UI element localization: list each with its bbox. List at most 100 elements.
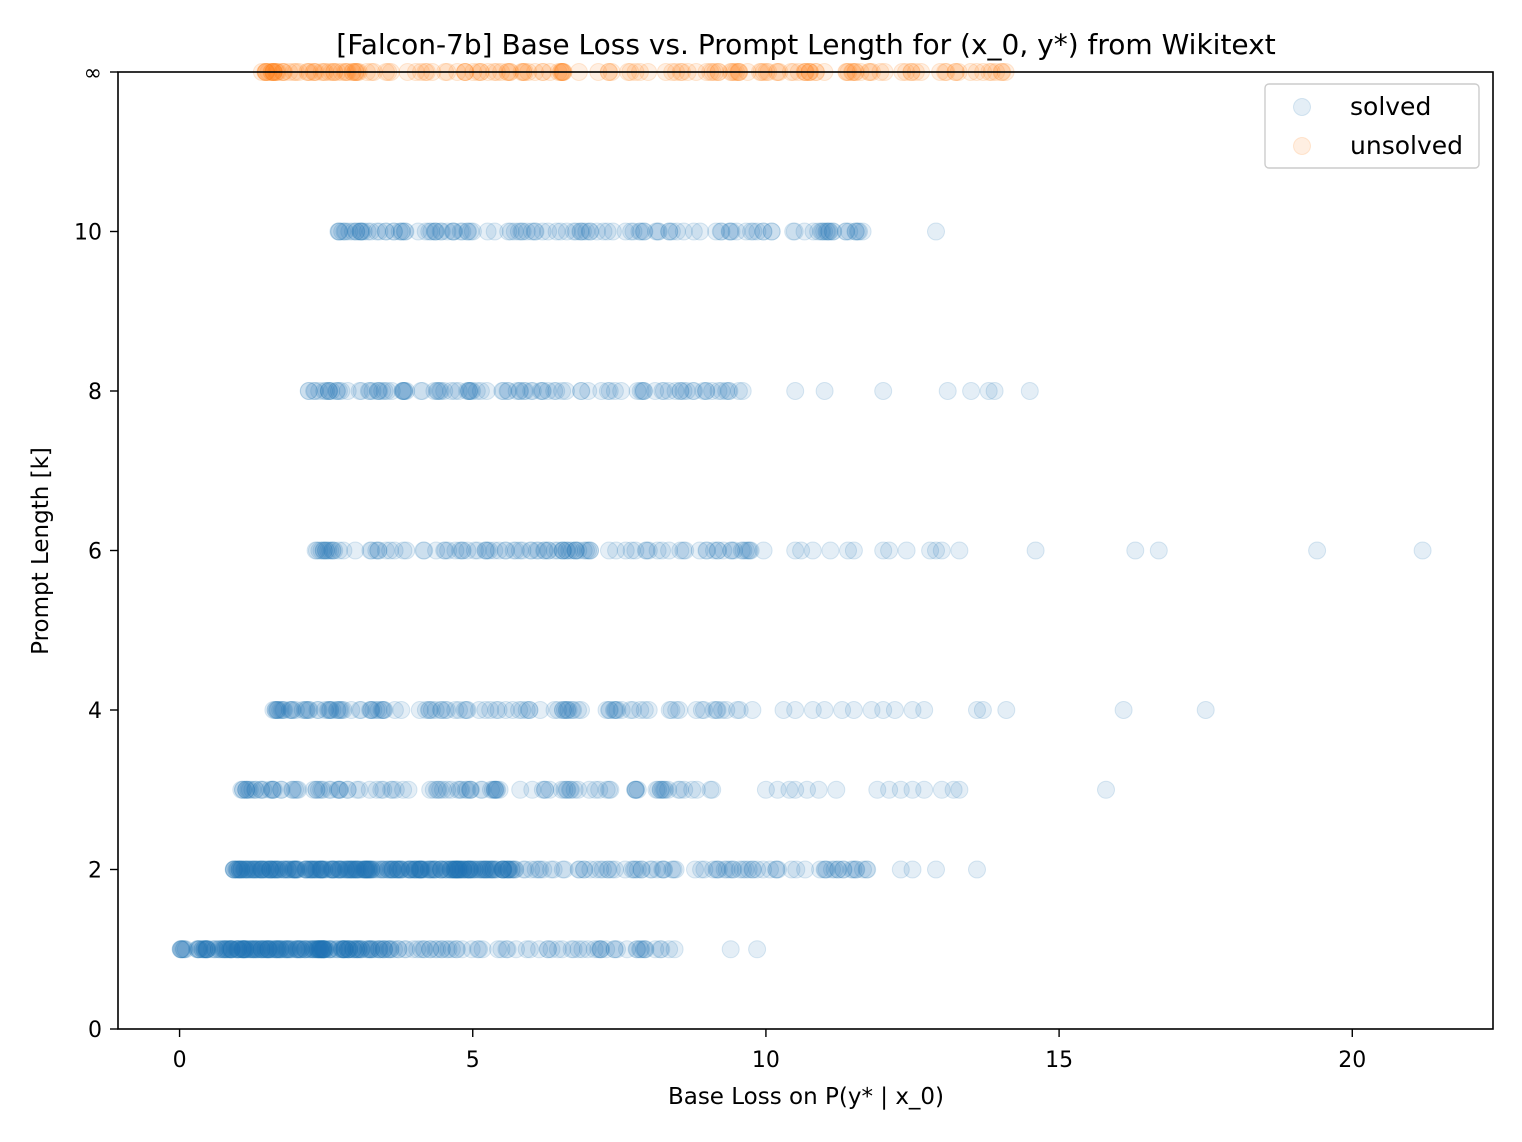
- y-tick-label: 0: [88, 1018, 102, 1043]
- solved-point: [562, 940, 581, 959]
- solved-point: [388, 860, 407, 879]
- solved-point: [335, 940, 354, 959]
- solved-point: [722, 541, 741, 560]
- solved-point: [348, 860, 366, 879]
- solved-point: [323, 541, 342, 560]
- solved-point: [422, 222, 441, 241]
- solved-point: [344, 940, 363, 959]
- solved-point: [473, 780, 492, 799]
- solved-point: [325, 940, 344, 959]
- solved-point: [305, 940, 323, 959]
- solved-point: [411, 860, 430, 879]
- solved-point: [254, 780, 273, 799]
- solved-point: [748, 940, 767, 959]
- solved-point: [172, 940, 191, 959]
- solved-point: [303, 860, 322, 879]
- solved-point: [454, 860, 473, 879]
- solved-point: [623, 860, 641, 879]
- solved-point: [367, 701, 386, 719]
- solved-point: [362, 860, 381, 879]
- solved-point: [707, 860, 726, 879]
- solved-point: [533, 382, 552, 400]
- solved-point: [453, 541, 472, 560]
- solved-point: [311, 860, 330, 879]
- solved-point: [529, 541, 548, 560]
- solved-point: [189, 940, 208, 959]
- solved-point: [403, 860, 422, 879]
- solved-point: [660, 701, 679, 719]
- solved-point: [834, 860, 853, 879]
- solved-point: [489, 940, 507, 959]
- solved-point: [496, 860, 515, 879]
- solved-point: [634, 940, 653, 959]
- solved-point: [361, 860, 379, 879]
- solved-point: [333, 940, 352, 959]
- solved-point: [968, 860, 986, 879]
- solved-point: [599, 860, 618, 879]
- solved-point: [563, 541, 581, 560]
- solved-point: [397, 541, 416, 560]
- solved-point: [667, 222, 686, 241]
- solved-point: [497, 940, 516, 959]
- solved-point: [195, 940, 214, 959]
- solved-point: [369, 541, 388, 560]
- solved-point: [252, 940, 271, 959]
- solved-point: [389, 860, 408, 879]
- solved-point: [476, 860, 495, 879]
- solved-point: [739, 860, 758, 879]
- solved-point: [557, 222, 576, 241]
- solved-point: [352, 222, 371, 241]
- solved-point: [362, 860, 381, 879]
- solved-point: [539, 940, 557, 959]
- solved-point: [312, 940, 331, 959]
- solved-point: [381, 940, 400, 959]
- solved-point: [605, 382, 624, 400]
- solved-point: [295, 940, 314, 959]
- solved-point: [754, 222, 773, 241]
- solved-point: [423, 860, 442, 879]
- solved-point: [973, 701, 992, 719]
- solved-point: [210, 940, 228, 959]
- solved-point: [780, 780, 799, 799]
- solved-point: [411, 382, 430, 400]
- solved-point: [246, 780, 265, 799]
- solved-point: [232, 860, 251, 879]
- solved-point: [850, 222, 868, 241]
- solved-point: [193, 940, 212, 959]
- solved-point: [538, 940, 557, 959]
- solved-point: [250, 940, 269, 959]
- solved-point: [411, 860, 430, 879]
- solved-point: [346, 860, 365, 879]
- solved-point: [230, 940, 249, 959]
- solved-point: [228, 940, 247, 959]
- solved-point: [607, 701, 625, 719]
- solved-point: [354, 860, 372, 879]
- solved-point: [352, 940, 371, 959]
- solved-point: [314, 940, 333, 959]
- solved-point: [388, 860, 407, 879]
- solved-point: [392, 860, 411, 879]
- solved-point: [566, 541, 585, 560]
- solved-point: [334, 701, 353, 719]
- solved-point: [400, 860, 419, 879]
- solved-point: [333, 940, 352, 959]
- solved-point: [267, 860, 286, 879]
- solved-point: [581, 541, 599, 560]
- solved-point: [647, 780, 666, 799]
- solved-point: [361, 940, 380, 959]
- solved-point: [448, 860, 467, 879]
- solved-point: [367, 222, 386, 241]
- solved-point: [369, 701, 388, 719]
- solved-point: [411, 860, 430, 879]
- solved-point: [197, 940, 216, 959]
- solved-point: [213, 940, 232, 959]
- solved-point: [413, 382, 432, 400]
- solved-point: [493, 860, 512, 879]
- solved-point: [734, 541, 753, 560]
- solved-point: [621, 701, 640, 719]
- solved-point: [553, 860, 572, 879]
- solved-point: [493, 860, 512, 879]
- solved-point: [694, 382, 713, 400]
- solved-point: [268, 940, 287, 959]
- solved-point: [420, 222, 439, 241]
